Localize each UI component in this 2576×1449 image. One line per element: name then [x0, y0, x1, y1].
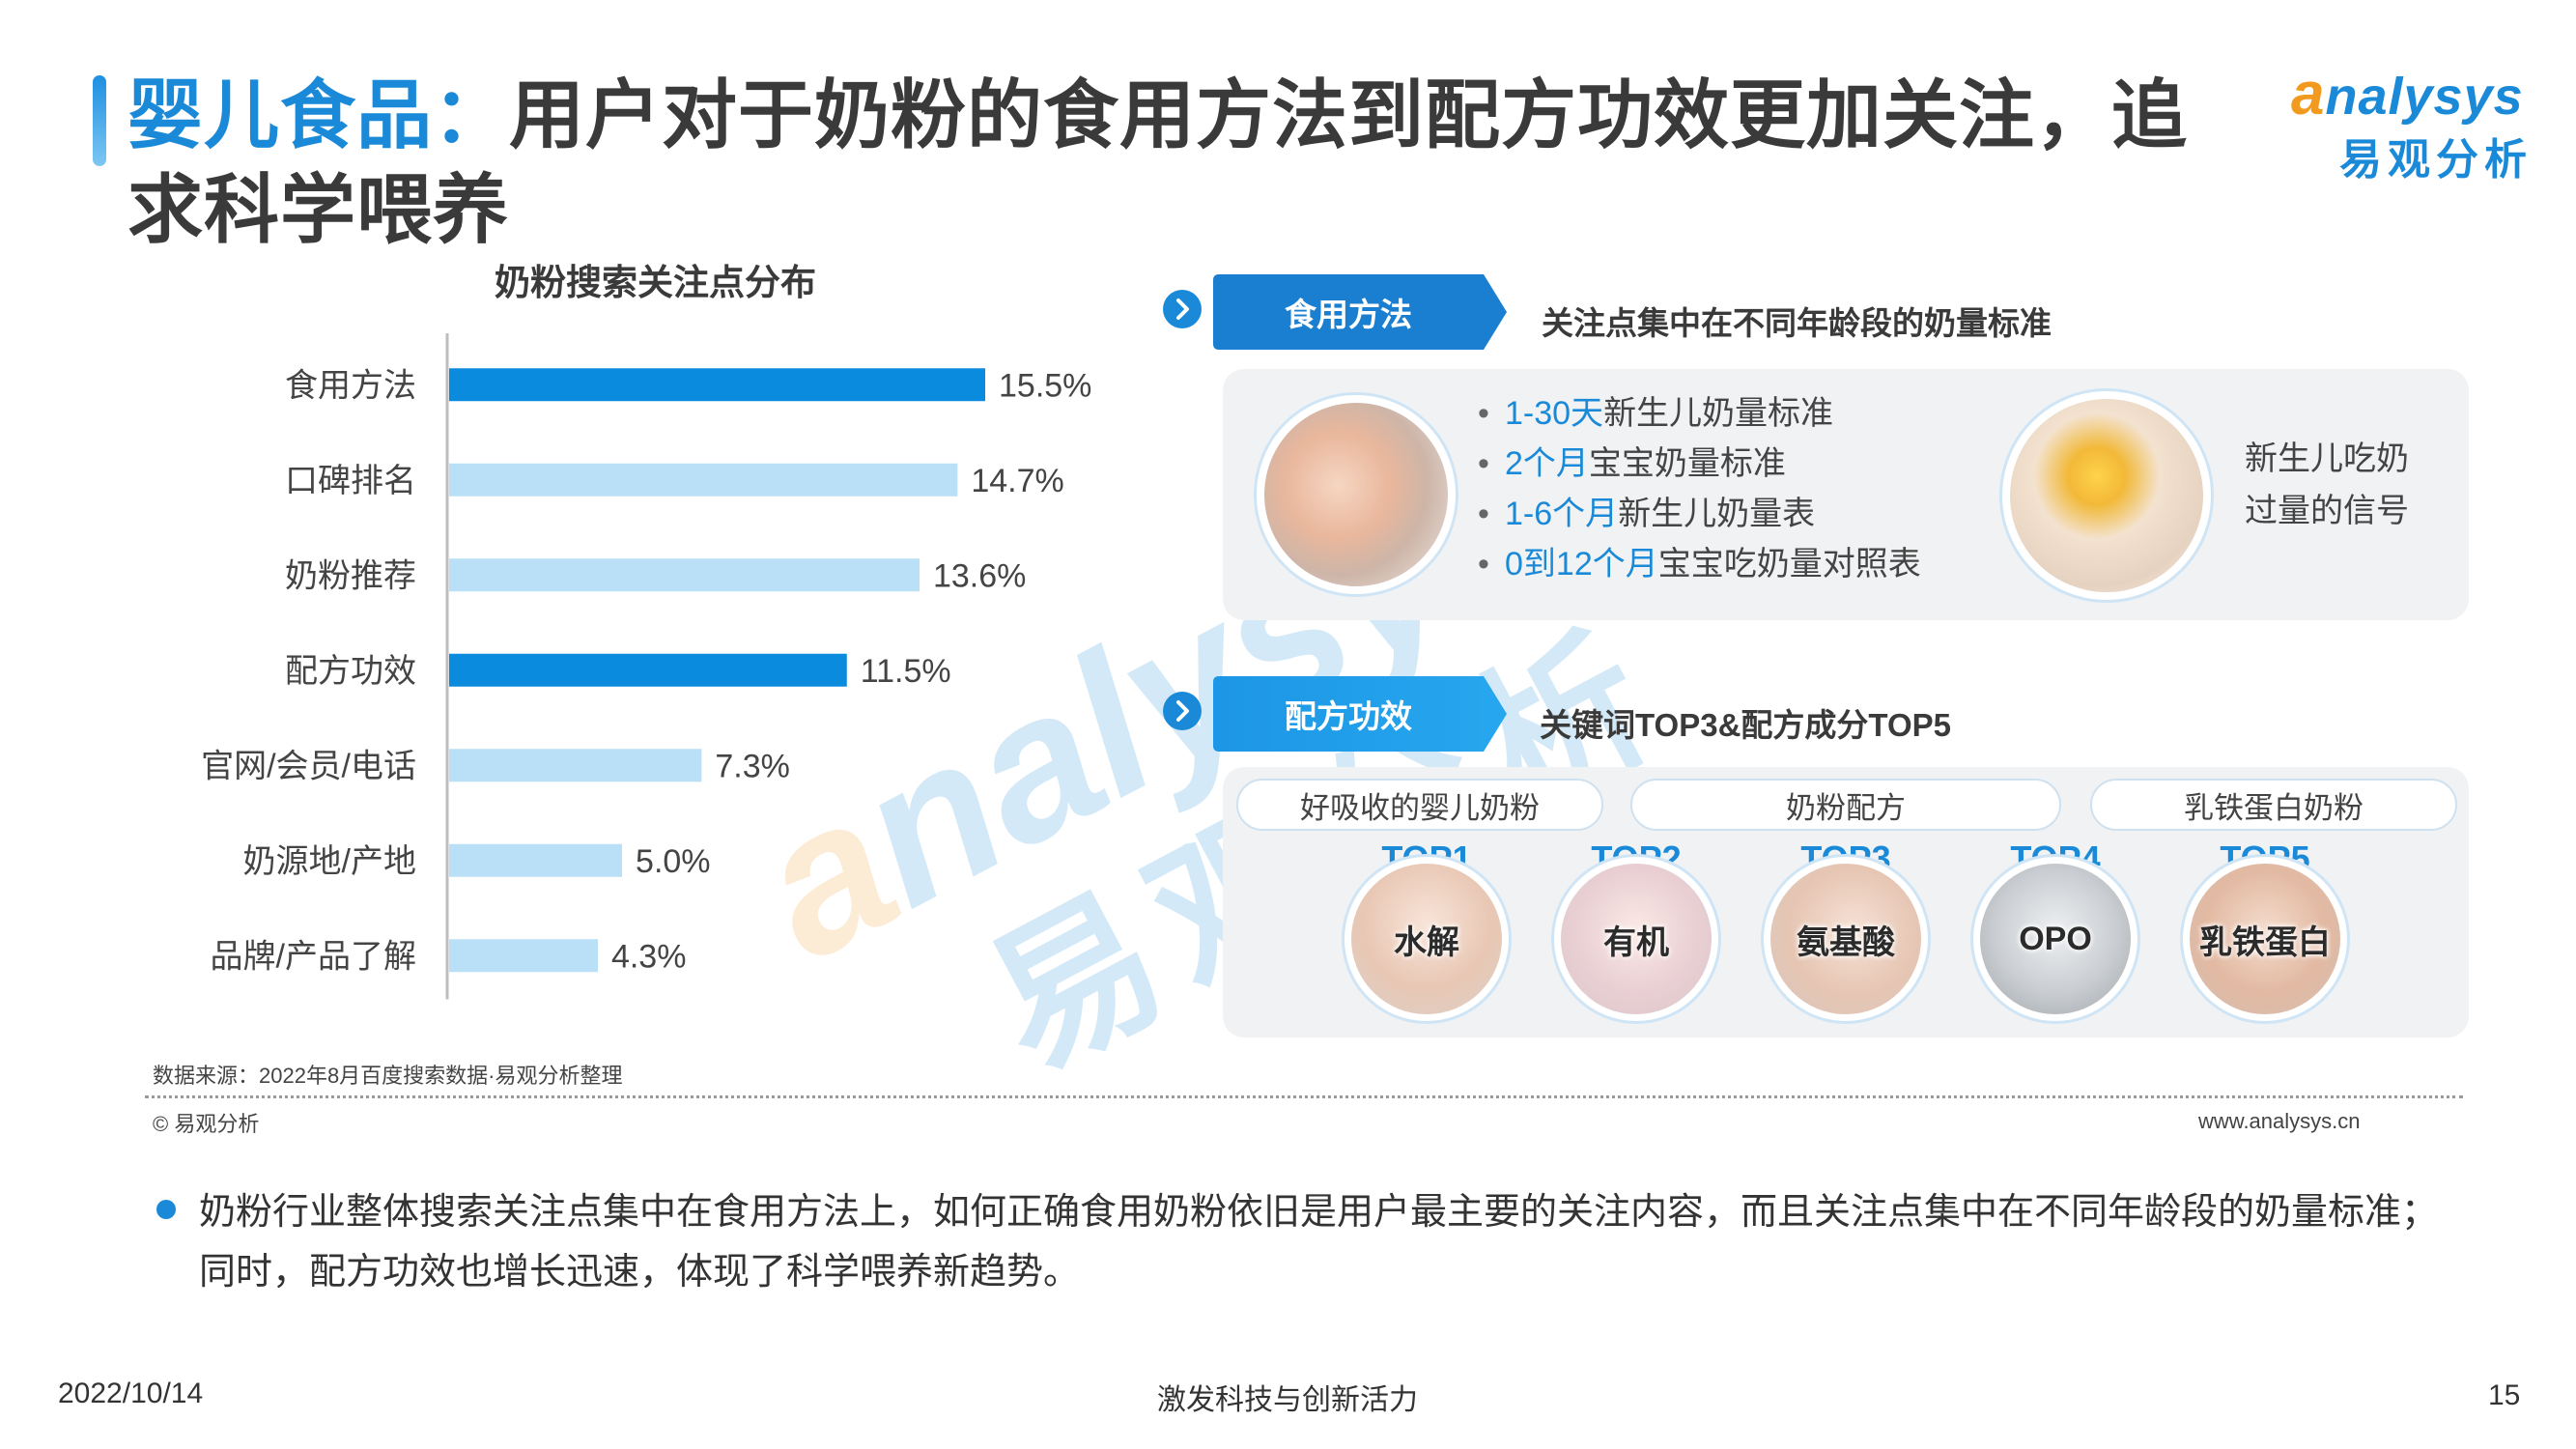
formula-efficacy-desc: 关键词TOP3&配方成分TOP5: [1540, 707, 1952, 743]
divider: [145, 1095, 2463, 1098]
list-item: • 1-6个月 新生儿奶量表: [1478, 496, 1816, 532]
website-link[interactable]: www.analysys.cn: [2198, 1109, 2361, 1133]
brand-logo-en: analysys: [2291, 61, 2524, 128]
keyword-pill: 乳铁蛋白奶粉: [2090, 779, 2457, 831]
bullet-dot: [156, 1200, 176, 1219]
list-item: • 0到12个月 宝宝吃奶量对照表: [1478, 546, 1921, 582]
data-source: 数据来源：2022年8月百度搜索数据·易观分析整理: [153, 1064, 623, 1088]
category-label: 配方功效: [285, 653, 416, 690]
overfeeding-note: 新生儿吃奶 过量的信号: [2245, 440, 2409, 529]
tag-formula-efficacy: 配方功效: [1213, 676, 1507, 752]
usage-method-list: • 1-30天 新生儿奶量标准 • 2个月 宝宝奶量标准 • 1-6个月 新生儿奶量表 • 0…: [1478, 388, 1921, 589]
usage-method-desc: 关注点集中在不同年龄段的奶量标准: [1542, 305, 2052, 341]
ingredient-badge: 氨基酸: [1761, 854, 1931, 1024]
brand-logo: analysys 易观分析: [2291, 60, 2542, 195]
bar: [449, 843, 623, 877]
summary-note: 奶粉行业整体搜索关注点集中在食用方法上，如何正确食用奶粉依旧是用户最主要的关注内…: [199, 1192, 2439, 1293]
category-label: 品牌/产品了解: [211, 938, 416, 975]
title-accent-bar: [93, 75, 106, 166]
category-label: 奶粉推荐: [285, 557, 416, 594]
ingredient-badge: 乳铁蛋白: [2180, 854, 2350, 1024]
report-date: 2022/10/14: [58, 1378, 204, 1409]
bar: [449, 749, 702, 782]
value-label: 15.5%: [999, 367, 1091, 404]
baby-bottle-photo: [1999, 388, 2214, 603]
page-title-text: 用户对于奶粉的食用方法到配方功效更加关注，追求科学喂养: [127, 72, 2189, 252]
baby-feeding-photo: [1254, 392, 1458, 597]
category-label: 口碑排名: [285, 463, 416, 499]
value-label: 4.3%: [611, 938, 687, 975]
category-label: 食用方法: [285, 367, 416, 404]
category-label: 奶源地/产地: [243, 843, 416, 880]
bar: [449, 653, 847, 687]
value-label: 7.3%: [715, 748, 790, 784]
category-label: 官网/会员/电话: [201, 748, 416, 784]
tag-usage-method: 食用方法: [1213, 274, 1507, 350]
bar: [449, 368, 985, 402]
list-item: • 2个月 宝宝奶量标准: [1478, 445, 1786, 482]
chart-title: 奶粉搜索关注点分布: [495, 263, 816, 302]
keyword-pill: 好吸收的婴儿奶粉: [1236, 779, 1603, 831]
page-title-highlight: 婴儿食品：: [127, 72, 510, 157]
bar: [449, 463, 958, 497]
slogan: 激发科技与创新活力: [1157, 1384, 1418, 1416]
bar-chart: 食用方法 15.5% 口碑排名 14.7% 奶粉推荐 13.6% 配方功效 11.5% 官网/会…: [201, 333, 1091, 1000]
copyright: © 易观分析: [153, 1112, 260, 1136]
ingredient-badge: 有机: [1551, 854, 1721, 1024]
value-label: 5.0%: [636, 843, 711, 880]
ingredient-badge: 水解: [1342, 854, 1512, 1024]
chevron-right-icon: [1163, 290, 1202, 328]
keyword-pill: 奶粉配方: [1630, 779, 2061, 831]
page-title: 婴儿食品：用户对于奶粉的食用方法到配方功效更加关注，追求科学喂养: [127, 68, 2252, 257]
value-label: 13.6%: [933, 557, 1026, 594]
value-label: 11.5%: [861, 653, 951, 690]
chevron-right-icon: [1163, 692, 1202, 730]
bar: [449, 558, 920, 592]
list-item: • 1-30天 新生儿奶量标准: [1478, 395, 1834, 432]
value-label: 14.7%: [971, 463, 1063, 499]
page-number: 15: [2488, 1379, 2521, 1411]
bar: [449, 939, 598, 973]
ingredient-badge: OPO: [1970, 854, 2140, 1024]
brand-logo-cn: 易观分析: [2339, 136, 2533, 184]
